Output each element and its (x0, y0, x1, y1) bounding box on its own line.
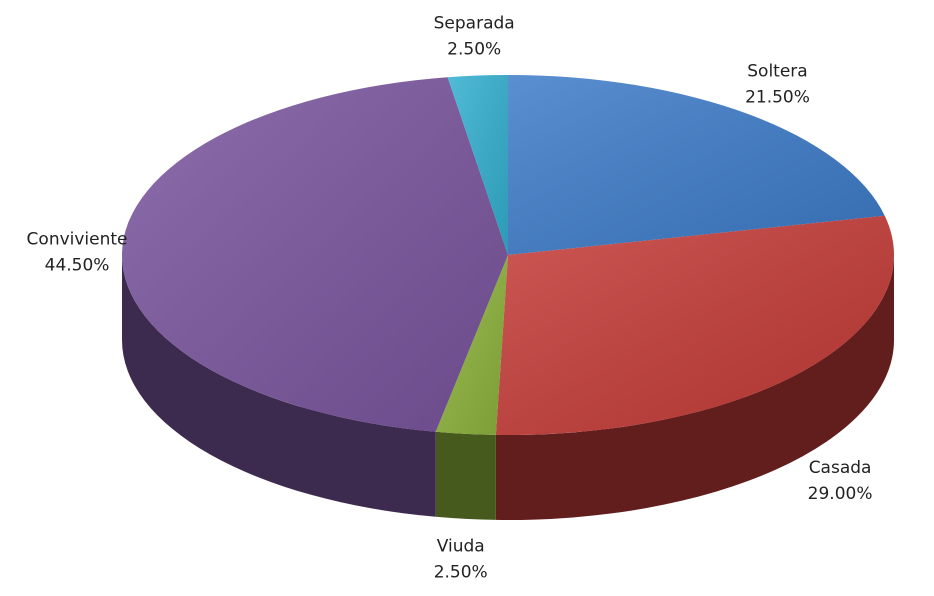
slice-shade (435, 255, 508, 435)
slice-side (122, 255, 436, 517)
pie-tops (122, 75, 894, 435)
slice-label: Viuda (437, 537, 485, 557)
slice-shade (447, 75, 508, 255)
slice-value-label: 2.50% (434, 563, 488, 583)
slice-value-label: 21.50% (745, 87, 810, 107)
slice-label: Casada (809, 458, 872, 478)
slice-shade (495, 215, 894, 435)
slice-value-label: 2.50% (447, 40, 501, 60)
slice-label: Soltera (747, 61, 807, 81)
slice-side (435, 431, 496, 520)
slice-value-label: 29.00% (808, 484, 873, 504)
slice-value-label: 44.50% (45, 256, 110, 276)
slice-side (495, 255, 894, 520)
slice-shade (122, 77, 509, 432)
slice-shade (508, 75, 885, 255)
pie-sides (122, 255, 894, 520)
slice-label: Separada (434, 14, 515, 34)
labels: Soltera 21.50% Casada 29.00% Viuda 2.50% Convi… (27, 14, 873, 583)
slice-label: Conviviente (27, 230, 128, 250)
